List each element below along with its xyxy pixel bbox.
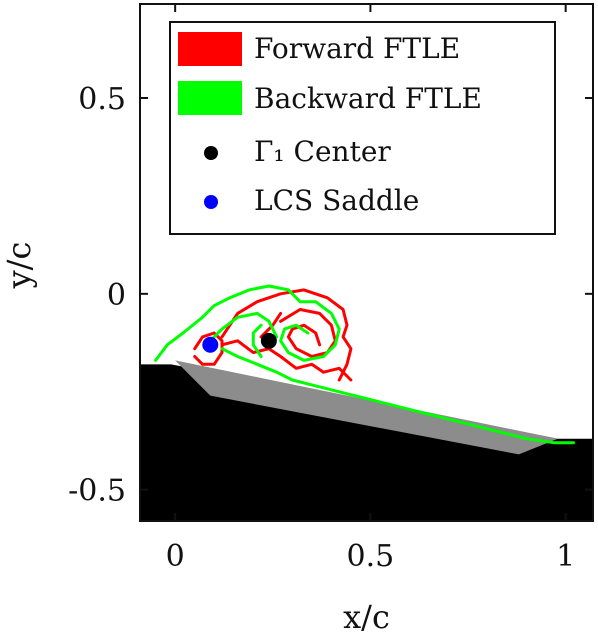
forward-ftle-curve-2: [193, 331, 224, 366]
plate-shape: [175, 360, 558, 455]
legend-label-center: Γ₁ Center: [254, 135, 391, 168]
legend-label-backward: Backward FTLE: [254, 82, 482, 115]
forward-ftle-curve-4: [259, 311, 283, 339]
plot-area: [140, 284, 593, 521]
legend-swatch-backward: [178, 81, 242, 115]
y-tick-label: 0.5: [78, 82, 126, 117]
lcs-saddle-point: [202, 336, 219, 353]
gamma1-center-point: [260, 332, 277, 349]
backward-ftle-curve-1: [279, 300, 341, 362]
legend-swatch-forward: [178, 32, 242, 66]
backward-ftle-curve-4: [306, 382, 575, 445]
y-axis-label: y/c: [0, 242, 38, 290]
y-tick-label: 0: [107, 278, 126, 313]
axes-frame: [139, 3, 594, 522]
forward-ftle-curve-3: [220, 339, 353, 382]
x-axis-label: x/c: [343, 598, 390, 636]
backward-ftle-curve-2: [208, 311, 279, 343]
forward-ftle-curve-0: [220, 288, 353, 382]
legend-marker-center: [204, 146, 218, 160]
axes: 0 0.5 1 0.5 0 -0.5 x/c y/c: [0, 3, 594, 636]
legend-marker-saddle: [204, 195, 218, 209]
backward-ftle-curve-0: [154, 284, 302, 362]
legend-label-saddle: LCS Saddle: [254, 184, 419, 217]
backward-ftle-curve-3: [220, 347, 310, 386]
y-tick-label: -0.5: [68, 474, 126, 509]
x-tick-label: 0.5: [347, 539, 395, 574]
x-tick-label: 1: [556, 539, 575, 574]
legend: Forward FTLE Backward FTLE Γ₁ Center LCS…: [169, 21, 556, 235]
backward-ftle-curve-5: [251, 323, 263, 358]
forward-ftle-curve-1: [279, 308, 337, 358]
x-tick-label: 0: [166, 539, 185, 574]
legend-label-forward: Forward FTLE: [254, 32, 460, 65]
